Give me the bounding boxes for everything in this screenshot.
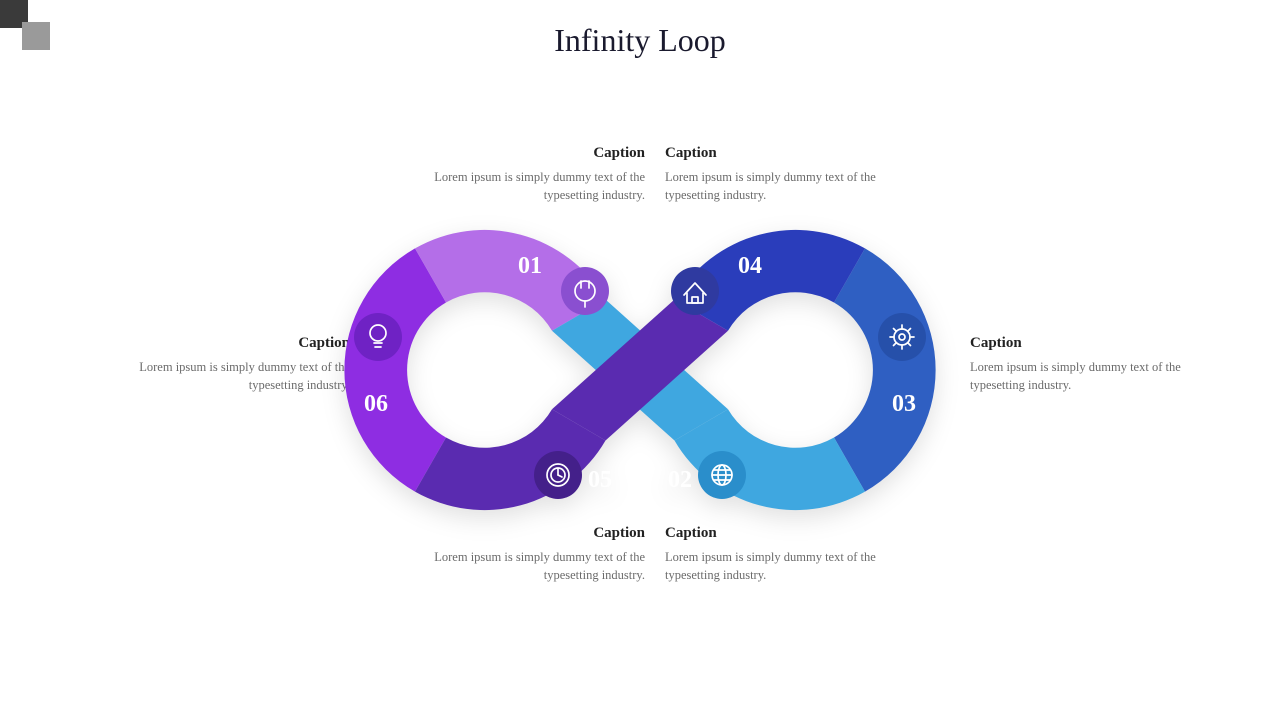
- infinity-loop-svg: 01 02 03 04 05 06: [320, 225, 960, 515]
- caption-title: Caption: [385, 145, 645, 162]
- caption-text: Lorem ipsum is simply dummy text of the …: [100, 358, 350, 394]
- caption-06: Caption Lorem ipsum is simply dummy text…: [100, 335, 350, 394]
- caption-text: Lorem ipsum is simply dummy text of the …: [665, 168, 925, 204]
- clock-icon: [534, 451, 582, 499]
- caption-title: Caption: [970, 335, 1220, 352]
- segment-number-05: 05: [588, 467, 612, 493]
- segment-number-01: 01: [518, 253, 542, 279]
- caption-01: Caption Lorem ipsum is simply dummy text…: [385, 145, 645, 204]
- caption-title: Caption: [665, 145, 925, 162]
- caption-text: Lorem ipsum is simply dummy text of the …: [385, 168, 645, 204]
- caption-text: Lorem ipsum is simply dummy text of the …: [665, 548, 925, 584]
- lightbulb-icon: [354, 313, 402, 361]
- power-plug-icon: [561, 267, 609, 315]
- caption-02: Caption Lorem ipsum is simply dummy text…: [665, 525, 925, 584]
- segment-06: [344, 248, 446, 491]
- caption-05: Caption Lorem ipsum is simply dummy text…: [385, 525, 645, 584]
- caption-text: Lorem ipsum is simply dummy text of the …: [385, 548, 645, 584]
- page-title: Infinity Loop: [0, 22, 1280, 59]
- globe-icon: [698, 451, 746, 499]
- segment-number-02: 02: [668, 467, 692, 493]
- gear-icon: [878, 313, 926, 361]
- segment-03: [834, 248, 936, 491]
- caption-title: Caption: [385, 525, 645, 542]
- caption-04: Caption Lorem ipsum is simply dummy text…: [665, 145, 925, 204]
- house-icon: [671, 267, 719, 315]
- caption-title: Caption: [665, 525, 925, 542]
- infinity-diagram: Caption Lorem ipsum is simply dummy text…: [320, 145, 960, 575]
- segment-05: [415, 409, 606, 510]
- segment-number-03: 03: [892, 391, 916, 417]
- caption-text: Lorem ipsum is simply dummy text of the …: [970, 358, 1220, 394]
- segment-number-04: 04: [738, 253, 762, 279]
- caption-03: Caption Lorem ipsum is simply dummy text…: [970, 335, 1220, 394]
- segment-02: [675, 409, 866, 510]
- caption-title: Caption: [100, 335, 350, 352]
- segment-number-06: 06: [364, 391, 388, 417]
